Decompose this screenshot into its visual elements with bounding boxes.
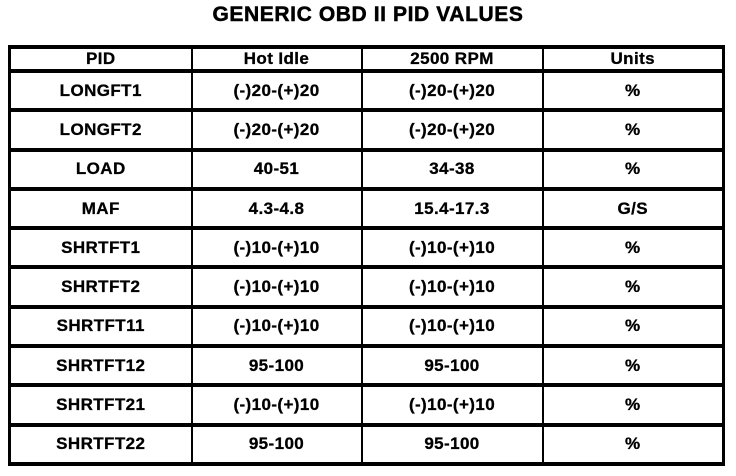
cell-hot-idle: (-)20-(+)20 xyxy=(190,108,363,152)
cell-hot-idle: 95-100 xyxy=(190,422,363,467)
cell-pid: SHRTFT11 xyxy=(8,304,193,349)
cell-units: G/S xyxy=(541,186,725,231)
cell-units: % xyxy=(541,304,725,349)
cell-hot-idle: (-)20-(+)20 xyxy=(190,68,363,113)
cell-units: % xyxy=(541,226,725,270)
cell-units: % xyxy=(541,147,725,191)
table-row: SHRTFT1 (-)10-(+)10 (-)10-(+)10 % xyxy=(8,226,725,270)
table-row: LONGFT2 (-)20-(+)20 (-)20-(+)20 % xyxy=(8,108,725,152)
table-header-row: PID Hot Idle 2500 RPM Units xyxy=(8,45,725,73)
cell-2500-rpm: (-)10-(+)10 xyxy=(360,265,544,309)
cell-2500-rpm: (-)10-(+)10 xyxy=(360,226,544,270)
cell-hot-idle: (-)10-(+)10 xyxy=(190,265,363,309)
cell-units: % xyxy=(541,383,725,427)
cell-pid: SHRTFT2 xyxy=(8,265,193,309)
cell-pid: SHRTFT22 xyxy=(8,422,193,467)
cell-units: % xyxy=(541,265,725,309)
pid-values-table: PID Hot Idle 2500 RPM Units LONGFT1 (-)2… xyxy=(8,45,725,467)
column-header-units: Units xyxy=(541,45,725,73)
cell-2500-rpm: (-)20-(+)20 xyxy=(360,68,544,113)
cell-pid: LOAD xyxy=(8,147,193,191)
table-row: LOAD 40-51 34-38 % xyxy=(8,147,725,191)
column-header-2500-rpm: 2500 RPM xyxy=(360,45,544,73)
column-header-hot-idle: Hot Idle xyxy=(190,45,363,73)
cell-units: % xyxy=(541,344,725,388)
table-row: MAF 4.3-4.8 15.4-17.3 G/S xyxy=(8,186,725,231)
cell-2500-rpm: (-)20-(+)20 xyxy=(360,108,544,152)
cell-hot-idle: (-)10-(+)10 xyxy=(190,226,363,270)
cell-hot-idle: (-)10-(+)10 xyxy=(190,383,363,427)
table-row: SHRTFT22 95-100 95-100 % xyxy=(8,422,725,467)
table-row: SHRTFT11 (-)10-(+)10 (-)10-(+)10 % xyxy=(8,304,725,349)
cell-units: % xyxy=(541,108,725,152)
cell-2500-rpm: 34-38 xyxy=(360,147,544,191)
cell-2500-rpm: 95-100 xyxy=(360,344,544,388)
cell-units: % xyxy=(541,422,725,467)
table-row: SHRTFT2 (-)10-(+)10 (-)10-(+)10 % xyxy=(8,265,725,309)
cell-units: % xyxy=(541,68,725,113)
table-row: SHRTFT12 95-100 95-100 % xyxy=(8,344,725,388)
page-title: GENERIC OBD II PID VALUES xyxy=(212,3,524,27)
cell-2500-rpm: (-)10-(+)10 xyxy=(360,383,544,427)
cell-pid: SHRTFT12 xyxy=(8,344,193,388)
cell-2500-rpm: 95-100 xyxy=(360,422,544,467)
cell-pid: MAF xyxy=(8,186,193,231)
table-row: LONGFT1 (-)20-(+)20 (-)20-(+)20 % xyxy=(8,68,725,113)
cell-hot-idle: 40-51 xyxy=(190,147,363,191)
column-header-pid: PID xyxy=(8,45,193,73)
cell-pid: SHRTFT1 xyxy=(8,226,193,270)
cell-pid: LONGFT2 xyxy=(8,108,193,152)
cell-2500-rpm: 15.4-17.3 xyxy=(360,186,544,231)
cell-hot-idle: 95-100 xyxy=(190,344,363,388)
cell-pid: LONGFT1 xyxy=(8,68,193,113)
table-row: SHRTFT21 (-)10-(+)10 (-)10-(+)10 % xyxy=(8,383,725,427)
cell-hot-idle: (-)10-(+)10 xyxy=(190,304,363,349)
cell-hot-idle: 4.3-4.8 xyxy=(190,186,363,231)
cell-2500-rpm: (-)10-(+)10 xyxy=(360,304,544,349)
cell-pid: SHRTFT21 xyxy=(8,383,193,427)
